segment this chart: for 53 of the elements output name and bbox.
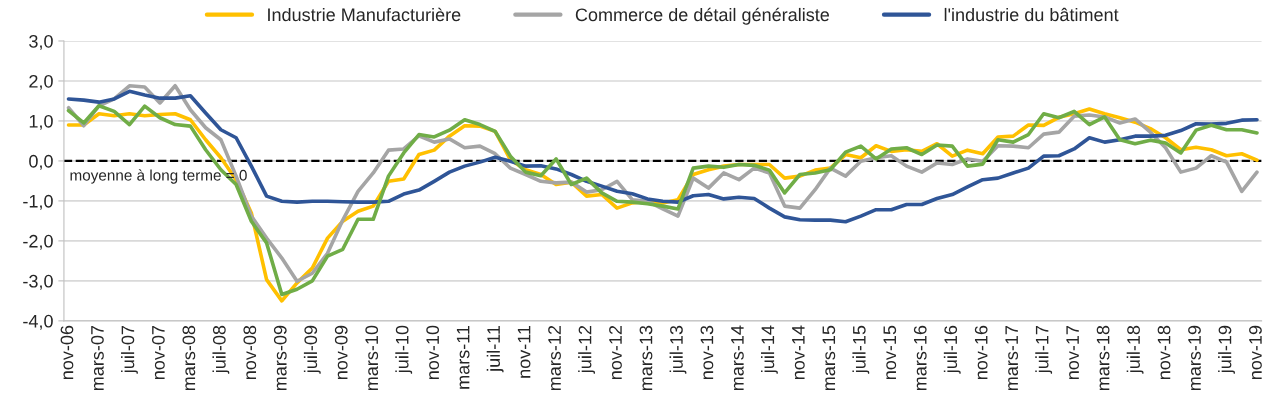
line-series (66, 89, 1259, 224)
x-tick-label: mars-09 (273, 325, 287, 391)
ref-line-label: moyenne à long terme = 0 (70, 169, 247, 184)
x-tick-label: nov-15 (883, 325, 897, 380)
x-tick-label: juil-08 (212, 325, 230, 374)
x-tick-label: juil-10 (395, 325, 413, 374)
x-tick-label: nov-12 (609, 325, 622, 380)
x-tick-label: mars-17 (1005, 325, 1019, 391)
x-tick-label: juil-16 (943, 325, 961, 374)
x-tick-label: mars-13 (639, 325, 653, 391)
x-tick-label: juil-17 (1035, 325, 1053, 374)
x-tick-label: juil-09 (303, 325, 321, 374)
x-tick-label: mars-16 (913, 325, 927, 391)
x-tick-label: nov-11 (517, 325, 531, 378)
x-tick-label: nov-14 (792, 325, 805, 380)
y-tick-label: -1,0 (23, 194, 53, 210)
legend-label: Commerce de détail généraliste (575, 7, 830, 25)
x-tick-label: juil-19 (1218, 325, 1235, 374)
x-tick-label: nov-19 (1249, 325, 1262, 380)
x-tick-label: nov-13 (700, 325, 714, 380)
y-tick-label: 2,0 (29, 74, 53, 90)
x-tick-label: juil-11 (486, 325, 504, 373)
y-tick-label: 1,0 (29, 114, 53, 130)
x-tick-label: nov-17 (1066, 325, 1079, 380)
x-tick-label: nov-09 (334, 325, 348, 380)
x-tick-label: juil-07 (121, 325, 138, 374)
x-tick-label: mars-08 (182, 325, 196, 391)
x-tick-label: mars-11 (456, 325, 470, 389)
x-tick-label: juil-13 (669, 325, 687, 374)
y-tick-label: -4,0 (23, 314, 53, 330)
x-tick-label: nov-06 (60, 325, 74, 380)
x-tick-label: juil-15 (852, 325, 870, 374)
legend-label: Industrie Manufacturière (268, 7, 461, 22)
x-tick-label: mars-18 (1096, 325, 1110, 391)
x-tick-label: mars-10 (365, 325, 379, 391)
x-tick-label: nov-18 (1157, 325, 1171, 380)
x-tick-label: juil-12 (578, 325, 595, 374)
x-tick-label: nov-16 (974, 325, 988, 380)
x-tick-label: mars-14 (731, 325, 744, 391)
x-tick-label: juil-18 (1126, 325, 1144, 374)
x-tick-label: mars-19 (1188, 325, 1201, 391)
x-tick-label: mars-07 (91, 325, 104, 391)
y-tick-label: -3,0 (23, 274, 53, 290)
y-tick-label: 3,0 (29, 34, 53, 50)
x-tick-label: nov-10 (426, 325, 440, 380)
legend-label: l'industrie du bâtiment (944, 7, 1119, 22)
x-tick-label: juil-14 (761, 325, 778, 374)
x-tick-label: mars-12 (548, 325, 561, 391)
x-tick-label: mars-15 (822, 325, 836, 391)
x-tick-label: nov-07 (151, 325, 165, 380)
y-tick-label: -2,0 (23, 234, 53, 250)
y-tick-label: 0,0 (29, 154, 53, 170)
x-tick-label: nov-08 (243, 325, 257, 380)
